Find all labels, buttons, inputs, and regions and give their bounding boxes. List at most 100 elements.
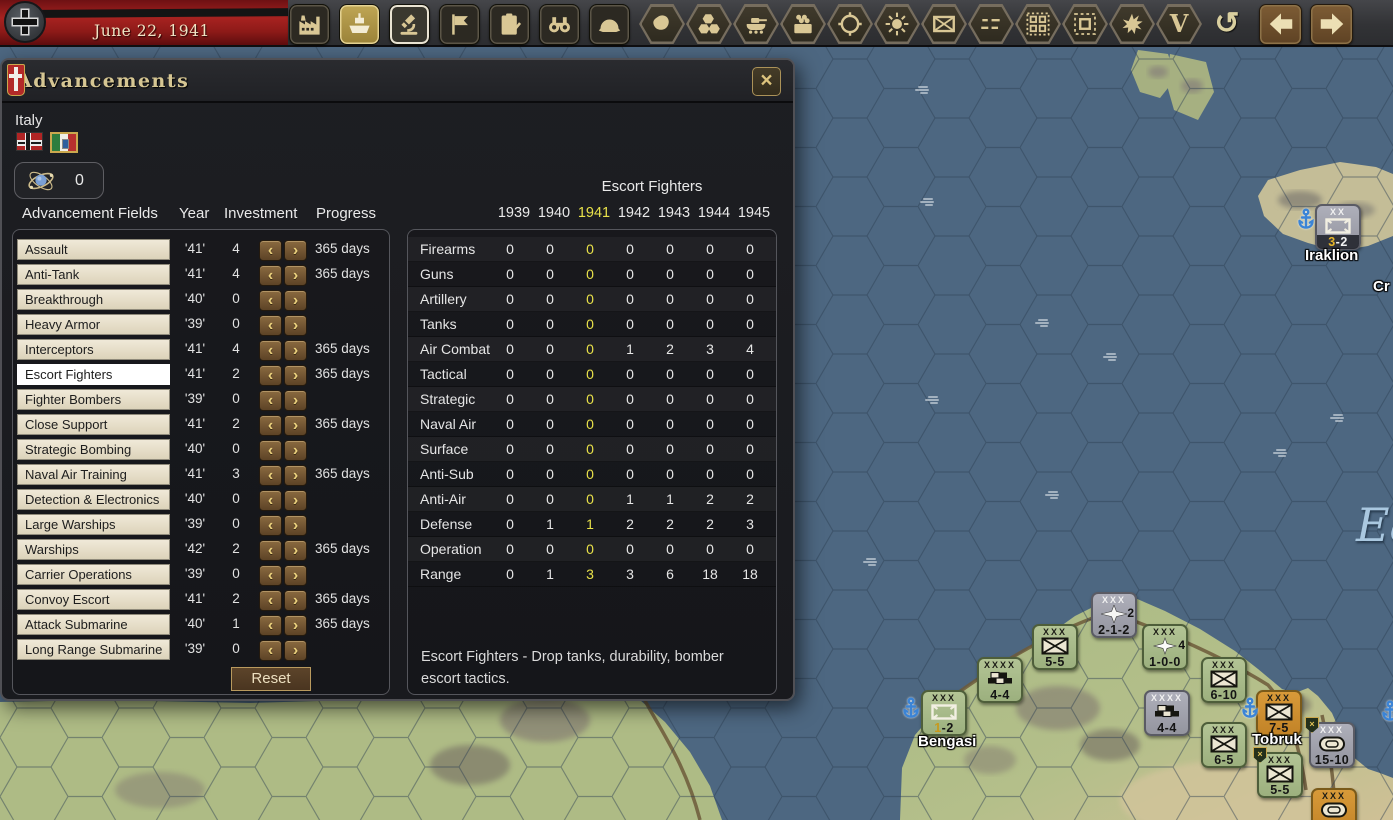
lines-toggle[interactable] [968,4,1014,44]
increase-investment-button[interactable]: › [284,565,307,586]
supply-toggle[interactable] [780,4,826,44]
end-turn-button[interactable] [1310,3,1353,45]
decrease-investment-button[interactable]: ‹ [259,265,282,286]
naval-button[interactable] [339,3,380,45]
decrease-investment-button[interactable]: ‹ [259,615,282,636]
unit-fighter-1-0-0[interactable]: XXX 4 1-0-0 [1142,624,1188,670]
unit-garrison-iraklion[interactable]: XX 3-2 [1315,204,1361,250]
unit-infantry-5-5[interactable]: XXX 5-5 [1032,624,1078,670]
field-label[interactable]: Carrier Operations [17,564,170,585]
field-label[interactable]: Attack Submarine [17,614,170,635]
unit-bomber-2-1-2[interactable]: XXX 2 2-1-2 [1091,592,1137,638]
unit-garrison-bengasi[interactable]: XXX 1-2 [921,690,967,736]
unit-infantry-6-5[interactable]: XXX 6-5 [1201,722,1247,768]
intel-button[interactable] [539,3,580,45]
field-label[interactable]: Anti-Tank [17,264,170,285]
decrease-investment-button[interactable]: ‹ [259,540,282,561]
unit-tank-15-10[interactable]: × XXX 15-10 [1305,717,1355,768]
field-label[interactable]: Breakthrough [17,289,170,310]
field-label[interactable]: Strategic Bombing [17,439,170,460]
unit-tank-orange[interactable]: XXX [1311,788,1357,820]
increase-investment-button[interactable]: › [284,640,307,661]
detail-value: 0 [666,391,674,407]
increase-investment-button[interactable]: › [284,415,307,436]
mail-toggle[interactable] [921,4,967,44]
field-label[interactable]: Naval Air Training [17,464,170,485]
wave-mark-icon [915,85,933,95]
reports-button[interactable] [489,3,530,45]
increase-investment-button[interactable]: › [284,465,307,486]
field-label[interactable]: Large Warships [17,514,170,535]
unit-infantry-6-10[interactable]: XXX 6-10 [1201,657,1247,703]
army-button[interactable] [589,3,630,45]
field-label[interactable]: Interceptors [17,339,170,360]
victory-toggle[interactable]: V [1156,4,1202,44]
increase-investment-button[interactable]: › [284,240,307,261]
decrease-investment-button[interactable]: ‹ [259,640,282,661]
unit-infantry-5-5-b[interactable]: × XXX 5-5 [1253,747,1303,798]
decrease-investment-button[interactable]: ‹ [259,315,282,336]
decrease-investment-button[interactable]: ‹ [259,590,282,611]
increase-investment-button[interactable]: › [284,490,307,511]
research-button[interactable] [389,3,430,45]
field-label[interactable]: Assault [17,239,170,260]
unit-infantry-tobruk-7-5[interactable]: XXX 7-5 [1256,690,1302,736]
decrease-investment-button[interactable]: ‹ [259,565,282,586]
increase-investment-button[interactable]: › [284,365,307,386]
reset-button[interactable]: Reset [231,667,311,691]
undo-button[interactable]: ↺ [1207,4,1247,44]
increase-investment-button[interactable]: › [284,265,307,286]
detail-label: Anti-Sub [420,466,474,482]
increase-investment-button[interactable]: › [284,315,307,336]
decrease-investment-button[interactable]: ‹ [259,490,282,511]
decrease-investment-button[interactable]: ‹ [259,340,282,361]
decrease-investment-button[interactable]: ‹ [259,290,282,311]
increase-investment-button[interactable]: › [284,290,307,311]
decrease-investment-button[interactable]: ‹ [259,415,282,436]
diplomacy-button[interactable] [439,3,480,45]
decrease-investment-button[interactable]: ‹ [259,240,282,261]
target-toggle[interactable] [827,4,873,44]
field-label[interactable]: Detection & Electronics [17,489,170,510]
frame-toggle[interactable] [1062,4,1108,44]
detail-value: 0 [506,316,514,332]
grid-toggle[interactable] [1015,4,1061,44]
decrease-investment-button[interactable]: ‹ [259,440,282,461]
port-anchor-icon [1240,697,1260,721]
unit-badge-icon: × [1305,717,1319,733]
close-button[interactable]: × [752,67,781,96]
field-label[interactable]: Convoy Escort [17,589,170,610]
detail-value: 0 [586,366,594,382]
unit-armor-4-4-green[interactable]: XXXX 4-4 [977,657,1023,703]
field-label[interactable]: Long Range Submarine [17,639,170,660]
germany-flag[interactable] [16,132,43,151]
production-button[interactable] [289,3,330,45]
increase-investment-button[interactable]: › [284,340,307,361]
increase-investment-button[interactable]: › [284,440,307,461]
explosion-toggle[interactable] [1109,4,1155,44]
italy-flag-selected[interactable] [50,132,78,153]
weather-toggle[interactable] [874,4,920,44]
tank-symbol-icon [1318,735,1346,753]
prev-turn-button[interactable] [1259,3,1302,45]
detail-value: 0 [586,541,594,557]
research-points-button[interactable]: 0 [14,162,104,199]
units-toggle[interactable] [733,4,779,44]
increase-investment-button[interactable]: › [284,515,307,536]
field-label[interactable]: Close Support [17,414,170,435]
decrease-investment-button[interactable]: ‹ [259,465,282,486]
field-label[interactable]: Warships [17,539,170,560]
increase-investment-button[interactable]: › [284,590,307,611]
resources-toggle[interactable] [686,4,732,44]
increase-investment-button[interactable]: › [284,615,307,636]
decrease-investment-button[interactable]: ‹ [259,365,282,386]
decrease-investment-button[interactable]: ‹ [259,515,282,536]
field-label[interactable]: Fighter Bombers [17,389,170,410]
field-label[interactable]: Escort Fighters [17,364,170,385]
field-label[interactable]: Heavy Armor [17,314,170,335]
increase-investment-button[interactable]: › [284,540,307,561]
decrease-investment-button[interactable]: ‹ [259,390,282,411]
terrain-toggle[interactable] [639,4,685,44]
increase-investment-button[interactable]: › [284,390,307,411]
unit-armor-4-4-gray[interactable]: XXXX 4-4 [1144,690,1190,736]
